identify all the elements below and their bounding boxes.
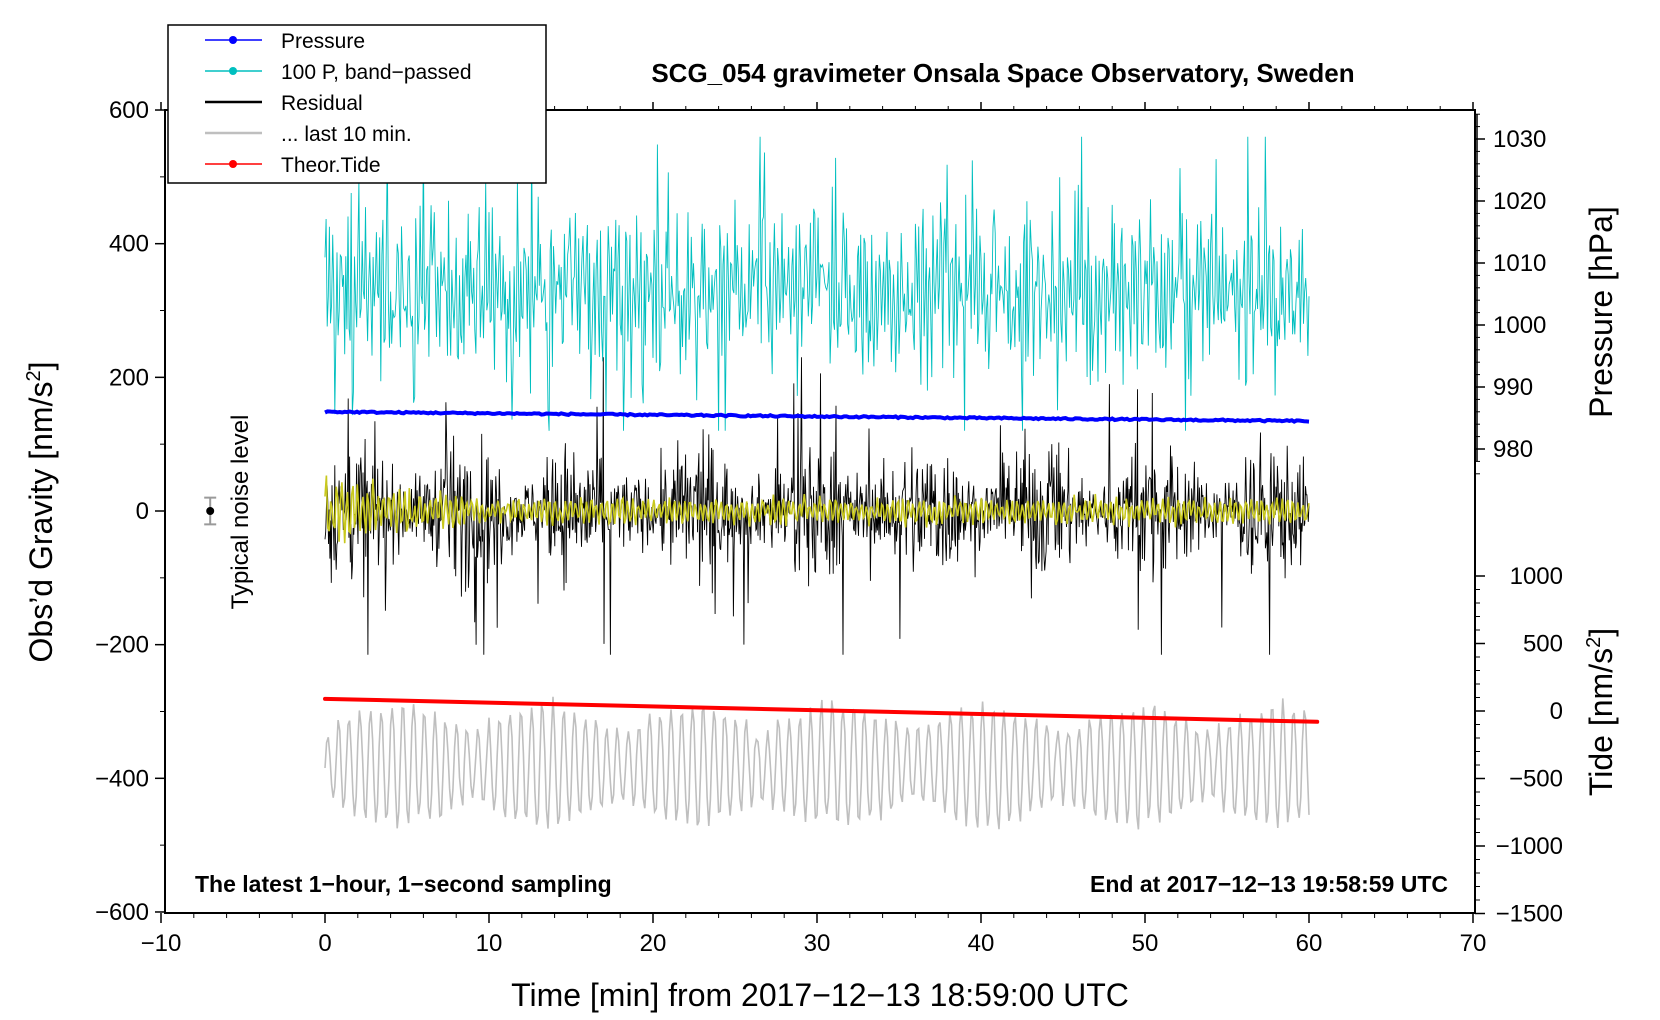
pressure-tick-label: 980 xyxy=(1493,436,1533,463)
y-tick-label: 200 xyxy=(109,364,149,391)
y-axis-label-pressure: Pressure [hPa] xyxy=(1583,206,1619,418)
legend-entries: Pressure 100 P, band−passed Residual ... la… xyxy=(205,30,472,177)
pressure-tick-label: 990 xyxy=(1493,374,1533,401)
tide-tick-label: 0 xyxy=(1550,698,1563,725)
y-label-left-main: Obs’d Gravity [nm/s xyxy=(23,382,59,663)
legend-swatch-marker xyxy=(229,36,237,44)
x-tick-label: 10 xyxy=(476,930,503,957)
tide-tick-label: 1000 xyxy=(1510,563,1563,590)
last-10-min-series xyxy=(324,696,1310,830)
y-label-left-sup: 2 xyxy=(23,370,45,381)
x-tick-label: 40 xyxy=(968,930,995,957)
pressure-tick-label: 1020 xyxy=(1493,188,1546,215)
y-tick-label: 400 xyxy=(109,231,149,258)
x-tick-label: 70 xyxy=(1460,930,1487,957)
x-tick-label: 50 xyxy=(1132,930,1159,957)
annotation-left: The latest 1−hour, 1−second sampling xyxy=(195,871,612,897)
pressure-tick-label: 1010 xyxy=(1493,250,1546,277)
noise-level-label: Typical noise level xyxy=(227,415,254,610)
tide-tick-label: 500 xyxy=(1523,631,1563,658)
bandpassed-line xyxy=(324,136,1310,431)
y-label-left-end: ] xyxy=(23,362,59,371)
legend-swatch-marker xyxy=(229,160,237,168)
y-tick-label: 0 xyxy=(136,498,149,525)
y-label-tide-end: ] xyxy=(1583,628,1619,637)
legend: Pressure 100 P, band−passed Residual ... la… xyxy=(167,24,547,184)
tide-line xyxy=(323,696,1320,724)
pressure-tick-label: 1030 xyxy=(1493,126,1546,153)
y-tick-label: −600 xyxy=(95,899,149,926)
legend-label: Residual xyxy=(281,92,363,115)
x-tick-label: 20 xyxy=(640,930,667,957)
y-label-tide-sup: 2 xyxy=(1583,637,1605,648)
y-tick-label: −200 xyxy=(95,632,149,659)
pressure-axis-ticks: 980 990 1000 1010 1020 1030 xyxy=(1475,113,1546,475)
tide-tick-label: −1500 xyxy=(1496,901,1563,928)
y-tick-label: 600 xyxy=(109,97,149,124)
y-axis-label-tide: Tide [nm/s2] xyxy=(1583,628,1619,796)
x-axis-ticks: −10 0 10 20 30 40 50 60 70 xyxy=(141,102,1487,957)
legend-label: Theor.Tide xyxy=(281,154,381,177)
legend-label: 100 P, band−passed xyxy=(281,61,472,84)
annotation-right: End at 2017−12−13 19:58:59 UTC xyxy=(1090,871,1448,897)
smoothed-residual-series xyxy=(324,475,1310,544)
legend-label: ... last 10 min. xyxy=(281,123,412,146)
tide-tick-label: −1000 xyxy=(1496,833,1563,860)
legend-label: Pressure xyxy=(281,30,365,53)
y-label-tide-main: Tide [nm/s xyxy=(1583,648,1619,796)
y-axis-label-left: Obs’d Gravity [nm/s2] xyxy=(23,362,59,663)
x-tick-label: 60 xyxy=(1296,930,1323,957)
pressure-tick-label: 1000 xyxy=(1493,312,1546,339)
x-tick-label: −10 xyxy=(141,930,182,957)
noise-point xyxy=(206,507,215,515)
legend-swatch-marker xyxy=(229,67,237,75)
noise-level-marker xyxy=(204,496,217,526)
last-10-min-line xyxy=(324,696,1310,830)
bandpassed-series xyxy=(324,136,1310,431)
pressure-line xyxy=(324,409,1310,424)
y-axis-ticks: −600 −400 −200 0 200 400 600 xyxy=(95,97,165,926)
chart-title: SCG_054 gravimeter Onsala Space Observat… xyxy=(651,58,1354,88)
tide-tick-label: −500 xyxy=(1509,766,1563,793)
x-axis-label: Time [min] from 2017−12−13 18:59:00 UTC xyxy=(511,977,1129,1013)
smoothed-residual-line xyxy=(324,475,1310,544)
legend-box xyxy=(167,24,547,184)
tide-series xyxy=(323,696,1320,724)
x-tick-label: 30 xyxy=(804,930,831,957)
tide-axis-ticks: −1500 −1000 −500 0 500 1000 xyxy=(1475,563,1563,928)
y-tick-label: −400 xyxy=(95,765,149,792)
x-tick-label: 0 xyxy=(318,930,331,957)
pressure-series xyxy=(324,409,1310,424)
